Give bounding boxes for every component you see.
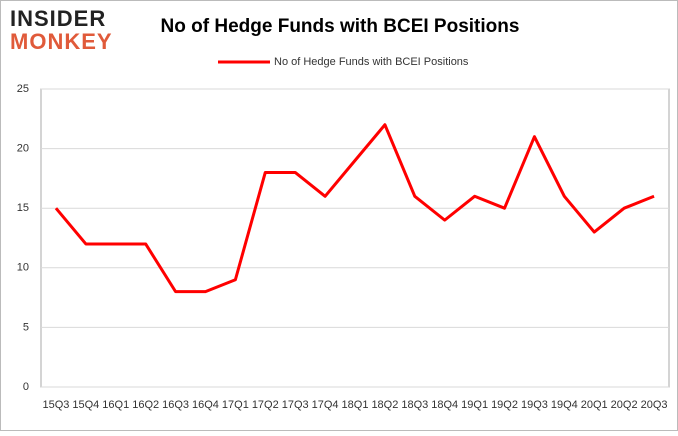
x-tick-label: 15Q4 [72,399,99,411]
x-tick-label: 18Q3 [401,399,428,411]
y-tick-label: 5 [23,321,29,333]
x-tick-label: 17Q4 [312,399,339,411]
x-tick-label: 16Q3 [162,399,189,411]
x-tick-label: 19Q4 [551,399,578,411]
x-tick-label: 15Q3 [42,399,69,411]
x-tick-label: 19Q3 [521,399,548,411]
logo: MONKEY [10,29,113,54]
x-tick-label: 20Q3 [641,399,668,411]
x-tick-label: 17Q2 [252,399,279,411]
logo: INSIDER [10,6,106,31]
x-tick-label: 17Q3 [282,399,309,411]
chart-title: No of Hedge Funds with BCEI Positions [161,16,520,37]
x-tick-label: 16Q4 [192,399,219,411]
x-tick-label: 16Q2 [132,399,159,411]
x-tick-label: 17Q1 [222,399,249,411]
y-tick-label: 10 [17,262,29,274]
y-tick-label: 0 [23,381,29,393]
x-tick-label: 20Q2 [611,399,638,411]
data-line [54,123,655,294]
x-tick-label: 20Q1 [581,399,608,411]
x-tick-label: 19Q2 [491,399,518,411]
x-tick-label: 18Q1 [342,399,369,411]
x-tick-label: 18Q4 [431,399,458,411]
x-tick-label: 19Q1 [461,399,488,411]
y-tick-label: 20 [17,143,29,155]
x-tick-label: 18Q2 [371,399,398,411]
y-tick-label: 25 [17,83,29,95]
x-tick-label: 16Q1 [102,399,129,411]
y-tick-label: 15 [17,202,29,214]
legend-label: No of Hedge Funds with BCEI Positions [274,56,469,68]
